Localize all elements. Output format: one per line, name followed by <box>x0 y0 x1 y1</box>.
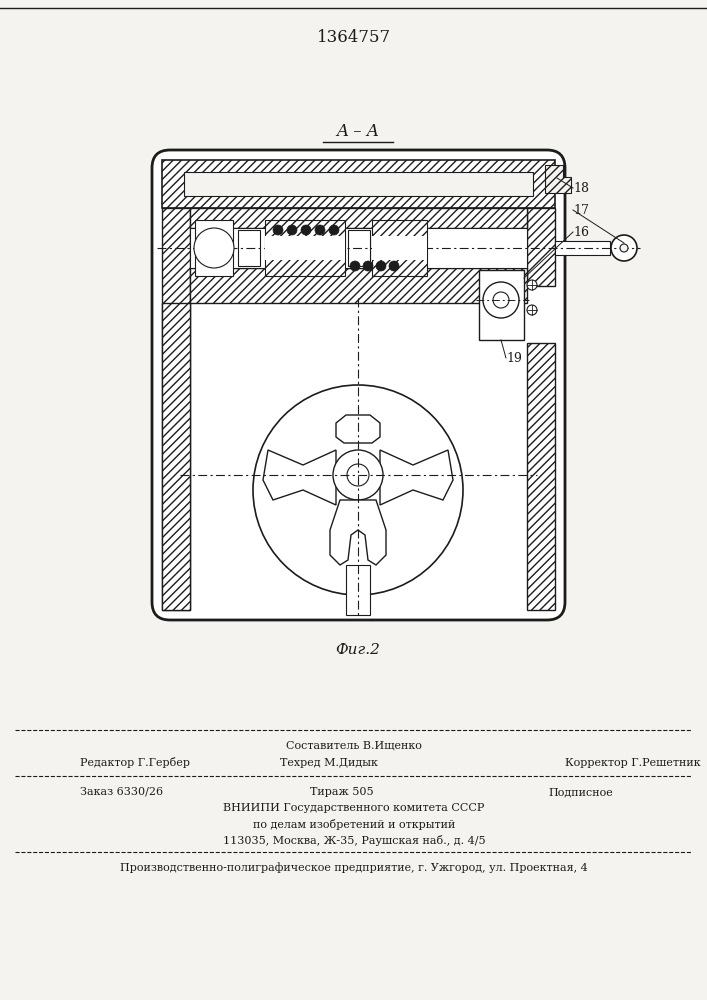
Circle shape <box>483 282 519 318</box>
Circle shape <box>194 228 234 268</box>
Text: 18: 18 <box>573 182 589 194</box>
Text: 1364757: 1364757 <box>317 29 391 46</box>
Polygon shape <box>336 415 380 443</box>
Text: по делам изобретений и открытий: по делам изобретений и открытий <box>253 818 455 830</box>
Bar <box>162 160 555 208</box>
Circle shape <box>363 261 373 271</box>
Text: A – A: A – A <box>337 123 380 140</box>
Circle shape <box>333 450 383 500</box>
Text: 19: 19 <box>506 352 522 364</box>
Bar <box>190 208 527 228</box>
Polygon shape <box>263 450 336 505</box>
Circle shape <box>287 225 297 235</box>
Text: 16: 16 <box>573 226 589 238</box>
Text: Фиг.2: Фиг.2 <box>336 643 380 657</box>
Circle shape <box>611 235 637 261</box>
Bar <box>238 230 260 266</box>
Circle shape <box>620 244 628 252</box>
Bar <box>190 228 527 268</box>
Circle shape <box>527 280 537 290</box>
Text: Редактор Г.Гербер: Редактор Г.Гербер <box>80 758 190 768</box>
Text: Корректор Г.Решетник: Корректор Г.Решетник <box>565 758 701 768</box>
Circle shape <box>389 261 399 271</box>
Bar <box>372 220 427 276</box>
Circle shape <box>347 464 369 486</box>
Circle shape <box>493 292 509 308</box>
Bar <box>265 236 345 260</box>
Bar <box>372 236 427 260</box>
Polygon shape <box>330 500 386 565</box>
Bar <box>195 220 233 276</box>
Text: Производственно-полиграфическое предприятие, г. Ужгород, ул. Проектная, 4: Производственно-полиграфическое предприя… <box>120 863 588 873</box>
Bar <box>527 343 555 610</box>
Text: 17: 17 <box>573 204 589 217</box>
Polygon shape <box>380 450 453 505</box>
Bar <box>555 241 610 255</box>
Text: Заказ 6330/26: Заказ 6330/26 <box>80 787 163 797</box>
Circle shape <box>350 261 360 271</box>
Circle shape <box>273 225 283 235</box>
Bar <box>190 268 527 303</box>
Circle shape <box>329 225 339 235</box>
Bar <box>479 270 524 340</box>
Bar <box>265 220 345 276</box>
Bar <box>346 565 370 615</box>
Bar <box>348 230 370 266</box>
Text: Техред М.Дидык: Техред М.Дидык <box>280 758 378 768</box>
Bar <box>184 172 533 196</box>
Circle shape <box>301 225 311 235</box>
Circle shape <box>253 385 463 595</box>
Circle shape <box>376 261 386 271</box>
Text: ВНИИПИ Государственного комитета СССР: ВНИИПИ Государственного комитета СССР <box>223 803 485 813</box>
Circle shape <box>315 225 325 235</box>
Bar <box>527 208 555 286</box>
Text: Подписное: Подписное <box>548 787 613 797</box>
Bar <box>162 303 190 610</box>
Polygon shape <box>545 165 571 193</box>
FancyBboxPatch shape <box>152 150 565 620</box>
Circle shape <box>527 305 537 315</box>
Text: 113035, Москва, Ж-35, Раушская наб., д. 4/5: 113035, Москва, Ж-35, Раушская наб., д. … <box>223 834 485 846</box>
Bar <box>162 208 190 610</box>
Text: Тираж 505: Тираж 505 <box>310 787 373 797</box>
Text: Составитель В.Ищенко: Составитель В.Ищенко <box>286 741 422 751</box>
